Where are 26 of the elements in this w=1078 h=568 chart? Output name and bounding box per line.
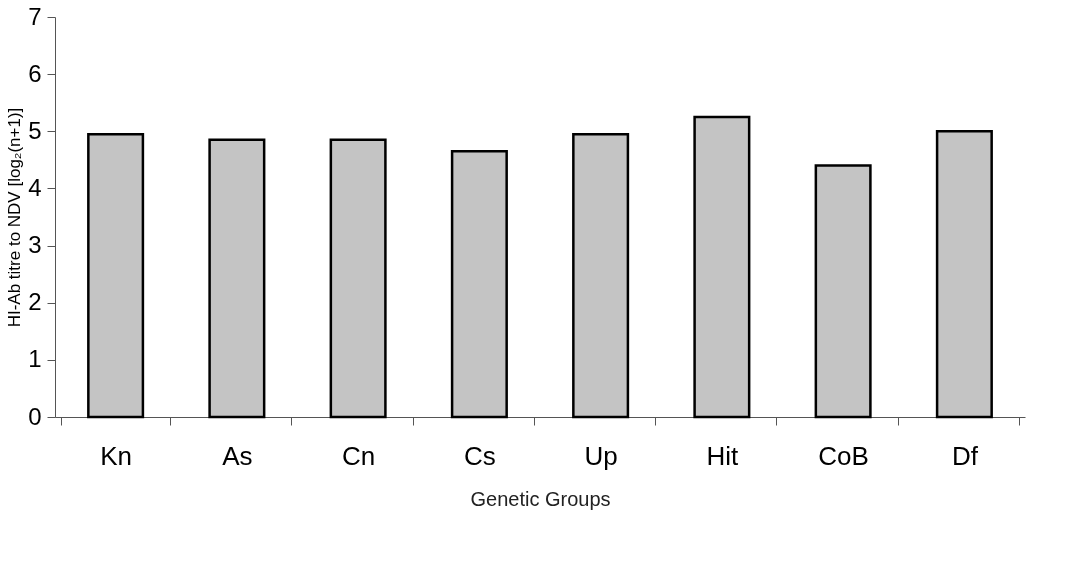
bar (693, 115, 751, 419)
bar (935, 130, 993, 419)
y-tick-label: 2 (28, 288, 42, 316)
y-tick-label: 4 (28, 173, 42, 201)
x-tick-label: As (222, 440, 253, 471)
bar (814, 164, 872, 419)
y-tick-label: 3 (28, 231, 42, 259)
y-tick-label: 5 (28, 116, 42, 144)
y-tick-label: 6 (28, 59, 42, 87)
x-axis-title: Genetic Groups (470, 487, 611, 510)
bar (87, 132, 145, 419)
y-tick-label: 7 (28, 2, 42, 30)
y-tick-label: 1 (28, 345, 42, 373)
x-tick-label: Df (951, 440, 979, 471)
y-tick-label: 0 (28, 402, 42, 430)
x-tick-label: Hit (706, 440, 740, 471)
bar (329, 138, 387, 419)
y-axis-title: HI-Ab titre to NDV [log₂(n+1)] (5, 107, 25, 328)
x-tick-label: CoB (818, 440, 869, 471)
x-tick-label: Cs (463, 440, 496, 471)
bar (572, 132, 630, 419)
x-tick-label: Kn (100, 440, 133, 471)
bar (450, 150, 508, 419)
x-tick-label: Cn (342, 440, 376, 471)
x-tick-label: Up (584, 440, 618, 471)
bar (208, 138, 266, 419)
